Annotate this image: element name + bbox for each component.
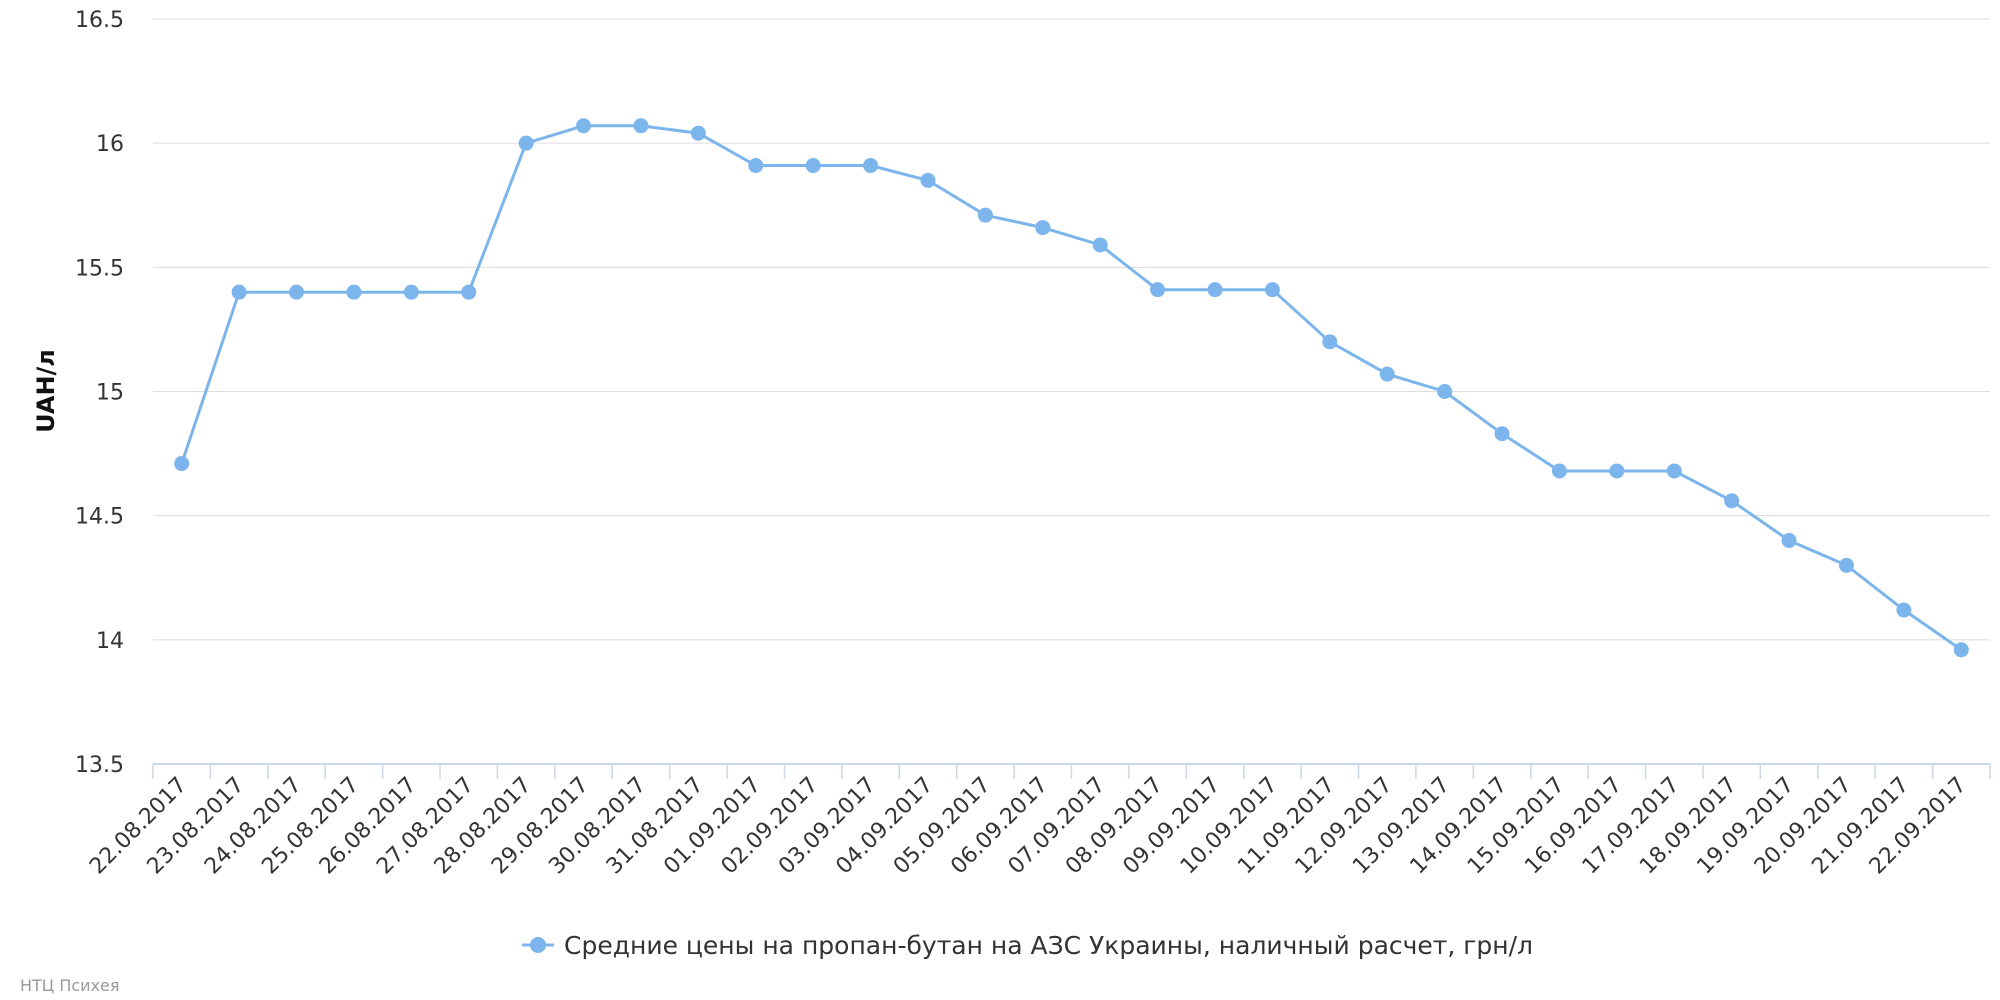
- data-point: [1379, 366, 1395, 382]
- y-axis-ticks: 13.5 14 14.5 15 15.5 16 16.5: [75, 8, 124, 778]
- data-point: [518, 135, 534, 151]
- data-point: [633, 118, 649, 134]
- data-point: [1092, 237, 1108, 253]
- data-point: [1609, 463, 1625, 479]
- data-point: [1666, 463, 1682, 479]
- y-tick-label: 16: [96, 132, 124, 157]
- data-point: [805, 158, 821, 174]
- data-point: [1207, 282, 1223, 298]
- data-point: [346, 284, 362, 300]
- data-point: [461, 284, 477, 300]
- data-point: [1264, 282, 1280, 298]
- data-point: [977, 207, 993, 223]
- x-axis-ticks: 22.08.201723.08.201724.08.201725.08.2017…: [85, 773, 1971, 880]
- data-point: [174, 456, 190, 472]
- data-point: [1437, 384, 1453, 399]
- x-axis: [152, 763, 1991, 779]
- y-tick-label: 15.5: [75, 256, 124, 281]
- data-point: [920, 172, 936, 188]
- credit-text: НТЦ Психея: [20, 976, 120, 995]
- data-point: [1838, 557, 1854, 573]
- series-line: [180, 124, 1963, 652]
- data-point: [1322, 334, 1338, 350]
- data-point: [1724, 493, 1740, 509]
- data-point: [576, 118, 592, 134]
- data-point: [748, 158, 764, 174]
- data-point: [1150, 282, 1166, 298]
- data-point: [1551, 463, 1567, 479]
- data-point: [1781, 533, 1797, 548]
- data-point: [1494, 426, 1510, 442]
- legend[interactable]: Средние цены на пропан-бутан на АЗС Укра…: [522, 931, 1533, 960]
- series-points: [174, 118, 1969, 658]
- data-point: [863, 158, 879, 174]
- y-tick-label: 15: [96, 381, 124, 406]
- y-axis-label: UAH/л: [32, 349, 60, 433]
- data-point: [1896, 602, 1912, 618]
- y-tick-label: 14.5: [75, 505, 124, 530]
- legend-marker: [530, 937, 546, 953]
- data-point: [1953, 642, 1969, 658]
- data-point: [403, 284, 419, 300]
- y-tick-label: 16.5: [75, 8, 124, 33]
- data-point: [231, 284, 247, 300]
- data-point: [690, 125, 706, 141]
- data-point: [1035, 220, 1051, 236]
- grid-lines: [153, 18, 1990, 641]
- y-tick-label: 13.5: [75, 753, 124, 778]
- legend-label: Средние цены на пропан-бутан на АЗС Укра…: [564, 931, 1533, 960]
- y-tick-label: 14: [96, 629, 124, 654]
- data-point: [289, 284, 305, 300]
